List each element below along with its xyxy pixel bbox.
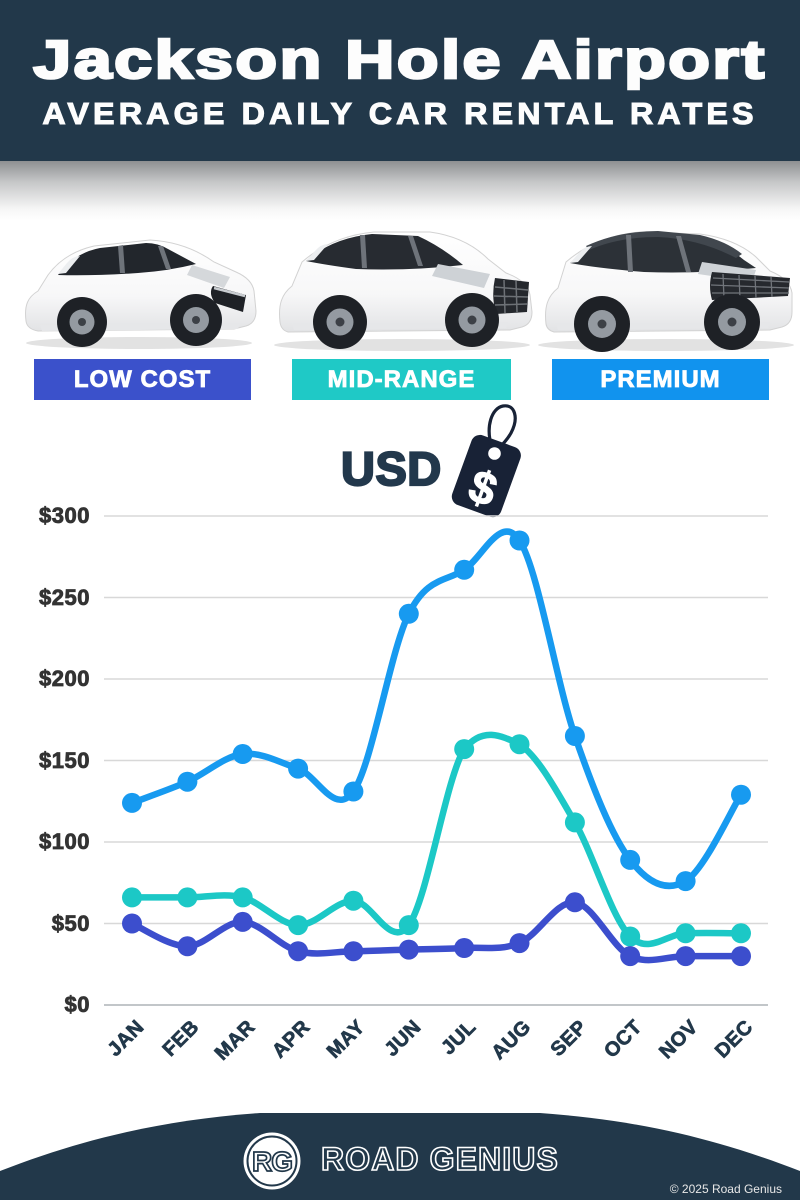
svg-text:RG: RG <box>252 1146 292 1177</box>
